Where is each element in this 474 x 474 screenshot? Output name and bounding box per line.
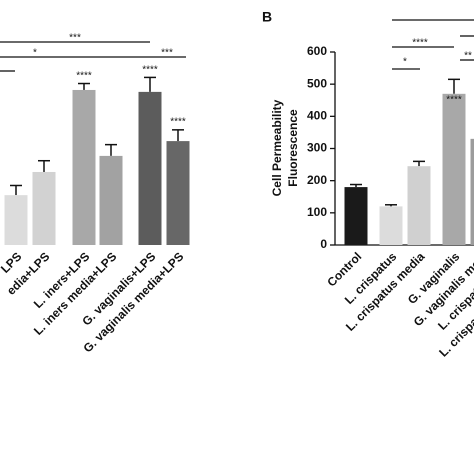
significance-label: ***: [69, 33, 81, 44]
significance-label: ****: [142, 65, 158, 76]
bar: [4, 195, 28, 245]
y-tick-label: 200: [307, 173, 327, 187]
significance-label: *: [33, 48, 37, 59]
significance-label: ****: [76, 71, 92, 82]
significance-label: ****: [170, 117, 186, 128]
bar: [99, 155, 123, 245]
y-tick-label: 0: [320, 237, 327, 251]
y-tick-label: 600: [307, 44, 327, 58]
y-tick-label: 500: [307, 76, 327, 90]
y-axis-label: Fluorescence: [286, 109, 300, 187]
y-tick-label: 100: [307, 205, 327, 219]
significance-label: *: [403, 57, 407, 68]
y-tick-label: 300: [307, 141, 327, 155]
bar: [138, 91, 162, 246]
bar: [407, 166, 431, 245]
bar: [72, 89, 96, 245]
significance-label: ****: [412, 38, 428, 49]
bar: [32, 171, 56, 245]
bar: [379, 206, 403, 245]
bar: [470, 138, 474, 245]
significance-label: ***: [161, 48, 173, 59]
y-axis-label: Cell Permeability: [270, 99, 284, 196]
bar: [166, 141, 190, 245]
panel-label: B: [262, 9, 272, 25]
y-tick-label: 400: [307, 109, 327, 123]
bar: [442, 93, 466, 245]
significance-label: **: [464, 51, 472, 62]
significance-label: ****: [446, 95, 462, 106]
bar: [344, 187, 368, 245]
